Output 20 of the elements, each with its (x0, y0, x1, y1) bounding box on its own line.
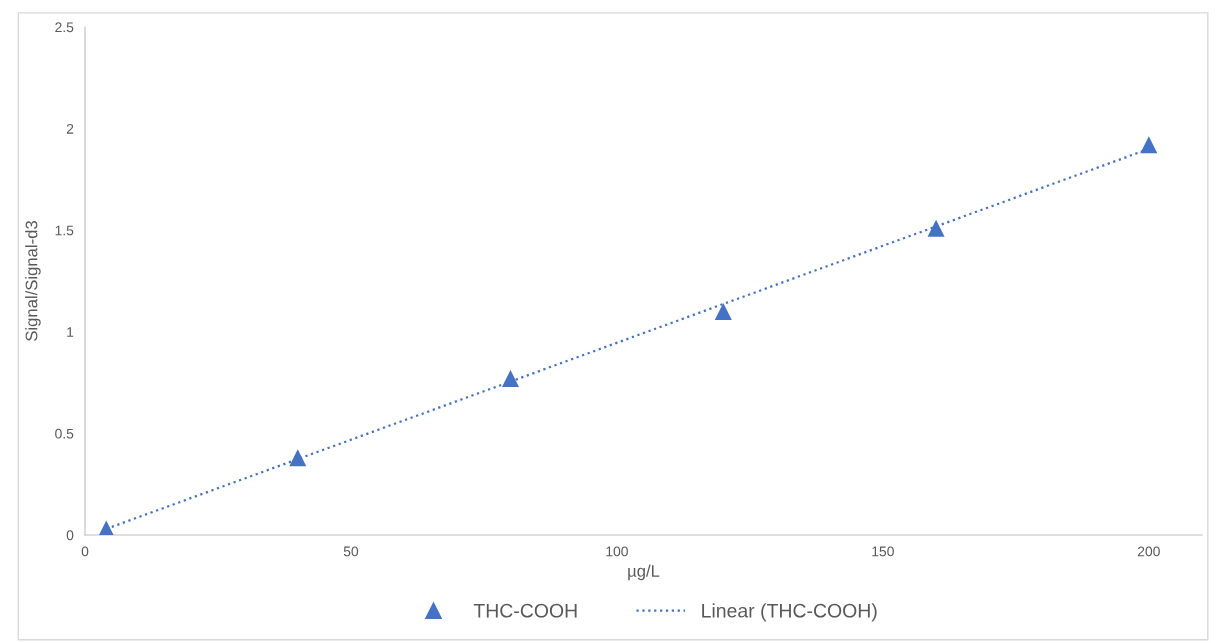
x-tick-label: 50 (343, 546, 359, 557)
y-tick-label: 0 (66, 530, 74, 541)
point (502, 370, 520, 388)
x-tick-label: 0 (81, 546, 89, 557)
y-tick-label: 0.5 (55, 428, 74, 439)
point (289, 449, 307, 467)
y-tick-label: 1 (67, 327, 74, 337)
y-tick-label: 1.5 (55, 225, 74, 236)
x-axis-title: µg/L (628, 564, 660, 581)
point (1140, 136, 1158, 154)
x-tick-label: 200 (1137, 546, 1160, 557)
legend-label: THC-COOH (473, 603, 577, 618)
x-tick-label: 150 (872, 546, 894, 557)
legend-label: Linear (THC-COOH) (702, 603, 877, 622)
y-tick-label: 2 (66, 123, 74, 134)
y-axis-title: Signal/Signal-d3 (25, 221, 41, 341)
x-tick-label: 100 (606, 546, 628, 557)
point (714, 302, 732, 320)
y-tick-label: 2.5 (55, 22, 74, 33)
point (927, 219, 945, 237)
